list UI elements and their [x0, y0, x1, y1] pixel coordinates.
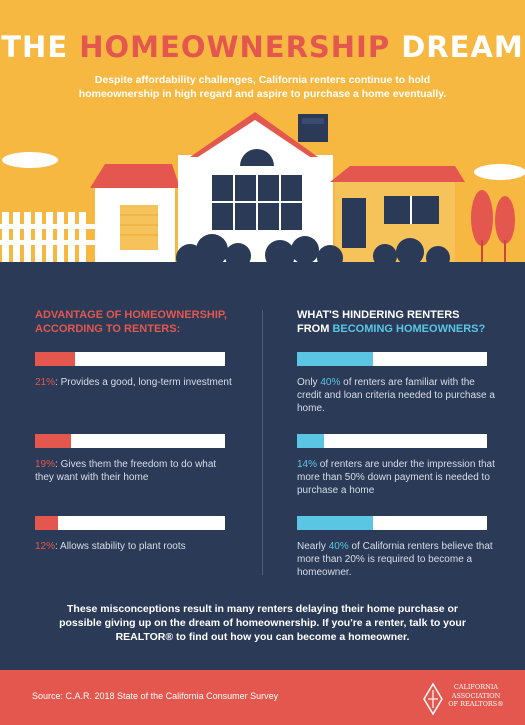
- car-logo: CALIFORNIA ASSOCIATION OF REALTORS®: [420, 680, 520, 718]
- stat-description: of renters are under the impression that…: [297, 459, 495, 496]
- stat-percent: 21%: [35, 377, 56, 388]
- stat-description: of renters are familiar with the credit …: [297, 377, 495, 414]
- advantage-text: 21%: Provides a good, long-term investme…: [35, 376, 235, 389]
- heading-line-2-prefix: FROM: [297, 323, 333, 335]
- advantage-text: 19%: Gives them the freedom to do what t…: [35, 458, 235, 484]
- progress-bar: [35, 352, 225, 366]
- heading-line-1: WHAT'S HINDERING RENTERS: [297, 309, 460, 321]
- conclusion-text: These misconceptions result in many rent…: [59, 603, 466, 643]
- progress-bar: [35, 516, 225, 530]
- progress-bar: [297, 352, 487, 366]
- stat-percent: 14%: [297, 459, 318, 470]
- stat-prefix: Only: [297, 377, 321, 388]
- stat-percent: 19%: [35, 459, 56, 470]
- subtitle: Despite affordability challenges, Califo…: [78, 74, 447, 100]
- hindrance-item: 14% of renters are under the impression …: [297, 434, 497, 497]
- title-part-2: HOMEOWNERSHIP: [79, 30, 391, 64]
- footer: Source: C.A.R. 2018 State of the Califor…: [0, 670, 525, 725]
- stat-description: : Allows stability to plant roots: [55, 541, 186, 552]
- source-text: Source: C.A.R. 2018 State of the Califor…: [32, 691, 279, 701]
- advantages-heading: ADVANTAGE OF HOMEOWNERSHIP, ACCORDING TO…: [35, 309, 227, 335]
- hindrance-item: Nearly 40% of California renters believe…: [297, 516, 497, 579]
- fence-illustration: [0, 212, 95, 262]
- stat-prefix: Nearly: [297, 541, 329, 552]
- advantage-item: 19%: Gives them the freedom to do what t…: [35, 434, 235, 484]
- progress-fill: [35, 352, 75, 366]
- stat-percent: 40%: [328, 541, 349, 552]
- advantage-item: 12%: Allows stability to plant roots: [35, 516, 235, 553]
- logo-line-2: ASSOCIATION: [451, 691, 501, 700]
- page-title: THE HOMEOWNERSHIP DREAM: [0, 30, 525, 64]
- stat-description: : Gives them the freedom to do what they…: [35, 459, 217, 483]
- logo-line-1: CALIFORNIA: [453, 683, 499, 691]
- clouds-illustration: [2, 152, 525, 180]
- progress-bar: [297, 434, 487, 448]
- title-part-3: DREAM: [401, 30, 524, 64]
- logo-text: CALIFORNIA ASSOCIATION OF REALTORS®: [444, 683, 508, 709]
- progress-fill: [35, 434, 72, 448]
- advantage-text: 12%: Allows stability to plant roots: [35, 540, 235, 553]
- heading-highlight: BECOMING HOMEOWNERS?: [332, 323, 486, 335]
- hindrance-text: Nearly 40% of California renters believe…: [297, 540, 497, 579]
- advantage-item: 21%: Provides a good, long-term investme…: [35, 352, 235, 389]
- stat-percent: 12%: [35, 541, 56, 552]
- hindrance-item: Only 40% of renters are familiar with th…: [297, 352, 497, 415]
- logo-emblem-icon: [423, 682, 443, 716]
- hindrances-column: WHAT'S HINDERING RENTERS FROM BECOMING H…: [297, 308, 497, 578]
- hindrance-text: Only 40% of renters are familiar with th…: [297, 376, 497, 415]
- hero-section: THE HOMEOWNERSHIP DREAM Despite affordab…: [0, 0, 525, 262]
- progress-fill: [297, 434, 324, 448]
- title-part-1: THE: [1, 30, 69, 64]
- progress-fill: [297, 352, 373, 366]
- hindrance-text: 14% of renters are under the impression …: [297, 458, 497, 497]
- progress-fill: [297, 516, 373, 530]
- column-divider: [262, 310, 263, 575]
- main-section: ADVANTAGE OF HOMEOWNERSHIP, ACCORDING TO…: [0, 262, 525, 670]
- advantages-column: ADVANTAGE OF HOMEOWNERSHIP, ACCORDING TO…: [35, 308, 235, 552]
- logo-line-3: OF REALTORS®: [448, 700, 504, 708]
- stat-description: : Provides a good, long-term investment: [55, 377, 232, 388]
- stat-percent: 40%: [320, 377, 341, 388]
- hindrances-heading: WHAT'S HINDERING RENTERS FROM BECOMING H…: [297, 308, 497, 336]
- house-illustration: [0, 112, 525, 262]
- progress-bar: [35, 434, 225, 448]
- progress-bar: [297, 516, 487, 530]
- stat-description: of California renters believe that more …: [297, 541, 493, 578]
- progress-fill: [35, 516, 58, 530]
